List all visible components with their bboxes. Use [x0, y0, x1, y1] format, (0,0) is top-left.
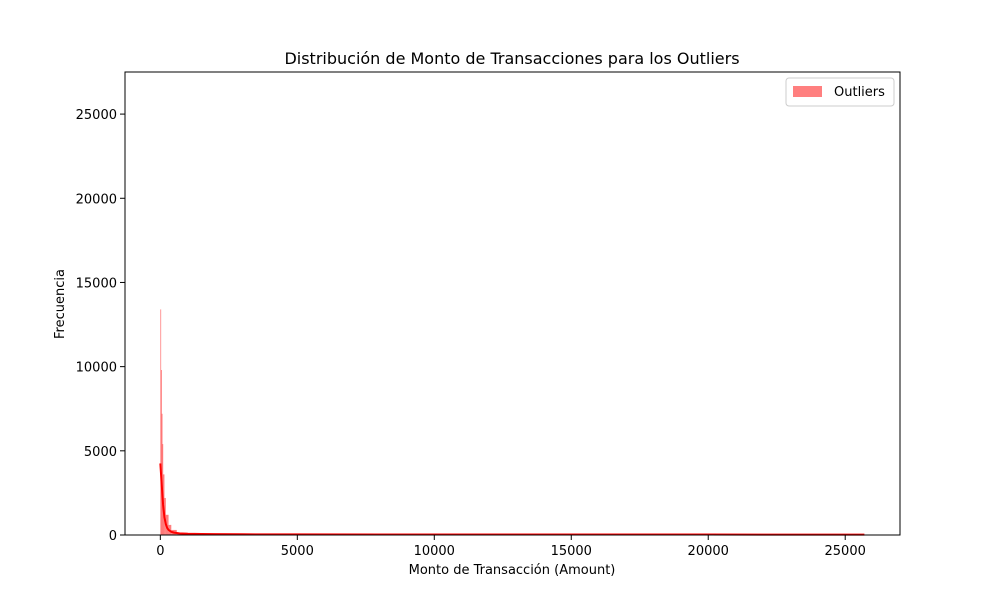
y-tick-label: 25000 [76, 108, 117, 123]
y-axis-title: Frecuencia [53, 269, 68, 339]
axes-frame [124, 71, 901, 536]
histogram-bar [160, 309, 162, 535]
y-tick-label: 20000 [76, 192, 117, 207]
legend-label-outliers: Outliers [834, 85, 885, 100]
y-tick-label: 0 [109, 529, 117, 544]
x-tick-label: 5000 [281, 544, 314, 559]
chart-title: Distribución de Monto de Transacciones p… [284, 49, 739, 68]
y-tick-label: 10000 [76, 361, 117, 376]
y-tick-label: 15000 [76, 276, 117, 291]
histogram-bar [161, 370, 162, 535]
legend: Outliers [785, 77, 895, 107]
legend-box [785, 77, 895, 107]
x-tick-label: 15000 [551, 544, 592, 559]
x-axis-title: Monto de Transacción (Amount) [409, 563, 616, 578]
y-tick-label: 5000 [84, 445, 117, 460]
x-tick-label: 0 [156, 544, 164, 559]
histogram-bar [165, 514, 169, 535]
histogram-bar [161, 413, 163, 535]
x-tick-label: 25000 [825, 544, 866, 559]
kde-line [159, 463, 865, 536]
x-tick-label: 10000 [414, 544, 455, 559]
x-tick-label: 20000 [688, 544, 729, 559]
axes: 0 5000 10000 15000 20000 25000 0 5000 10000 15000… [76, 71, 901, 559]
legend-swatch-outliers [793, 86, 822, 97]
plot-area [159, 309, 865, 536]
